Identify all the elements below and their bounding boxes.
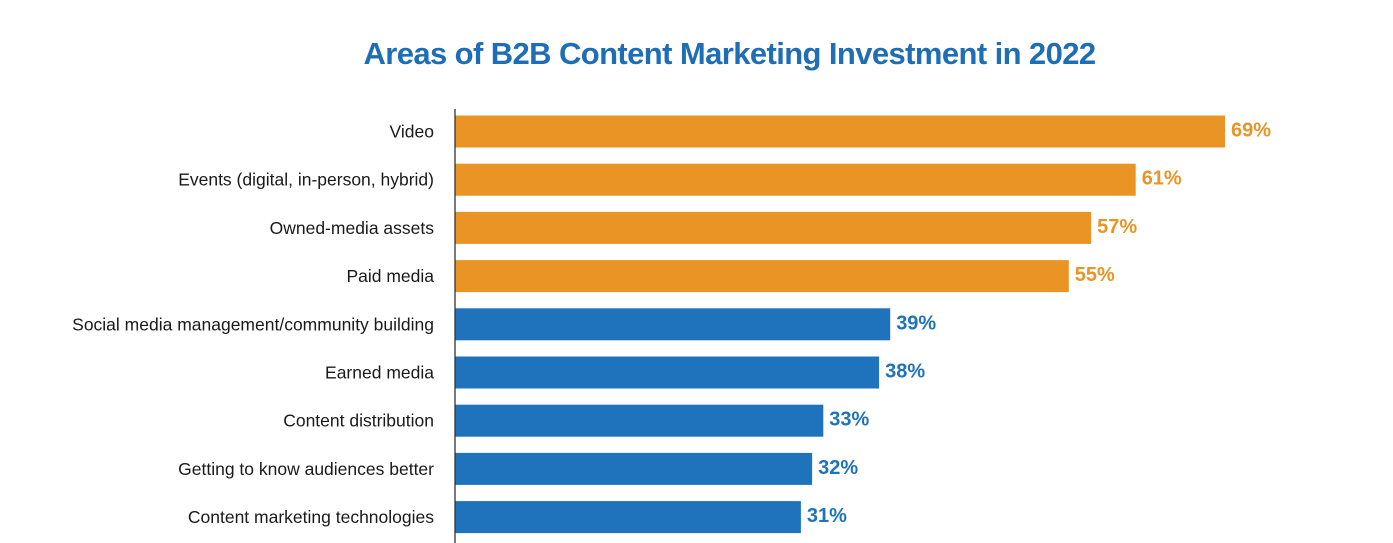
bar-2	[455, 163, 1136, 196]
category-label: Video	[390, 122, 434, 142]
chart-title: Areas of B2B Content Marketing Investmen…	[363, 36, 1096, 71]
value-label: 69%	[1231, 120, 1271, 142]
bar-6	[455, 356, 880, 389]
value-label: 57%	[1097, 216, 1137, 238]
value-label: 33%	[829, 409, 869, 431]
value-label: 32%	[818, 457, 858, 479]
category-label: Getting to know audiences better	[178, 459, 434, 479]
value-label: 55%	[1075, 264, 1115, 286]
bar-9	[455, 501, 801, 534]
value-label: 31%	[807, 505, 847, 527]
category-label: Events (digital, in-person, hybrid)	[178, 170, 434, 190]
category-label: Owned-media assets	[270, 218, 435, 238]
category-label: Paid media	[346, 266, 434, 286]
value-label: 38%	[885, 361, 925, 383]
bar-4	[455, 260, 1069, 293]
category-label: Social media management/community buildi…	[72, 314, 434, 334]
bar-1	[455, 115, 1225, 148]
category-label: Content marketing technologies	[188, 507, 434, 527]
category-label: Content distribution	[283, 411, 434, 431]
bars-layer	[455, 115, 1225, 534]
value-label: 39%	[896, 312, 936, 334]
value-label: 61%	[1142, 168, 1182, 190]
bar-7	[455, 404, 824, 437]
labels-layer: Video 69% Events (digital, in-person, hybr…	[72, 120, 1271, 528]
category-label: Earned media	[325, 363, 434, 383]
bar-8	[455, 452, 813, 485]
bar-3	[455, 211, 1092, 244]
bar-5	[455, 308, 891, 341]
